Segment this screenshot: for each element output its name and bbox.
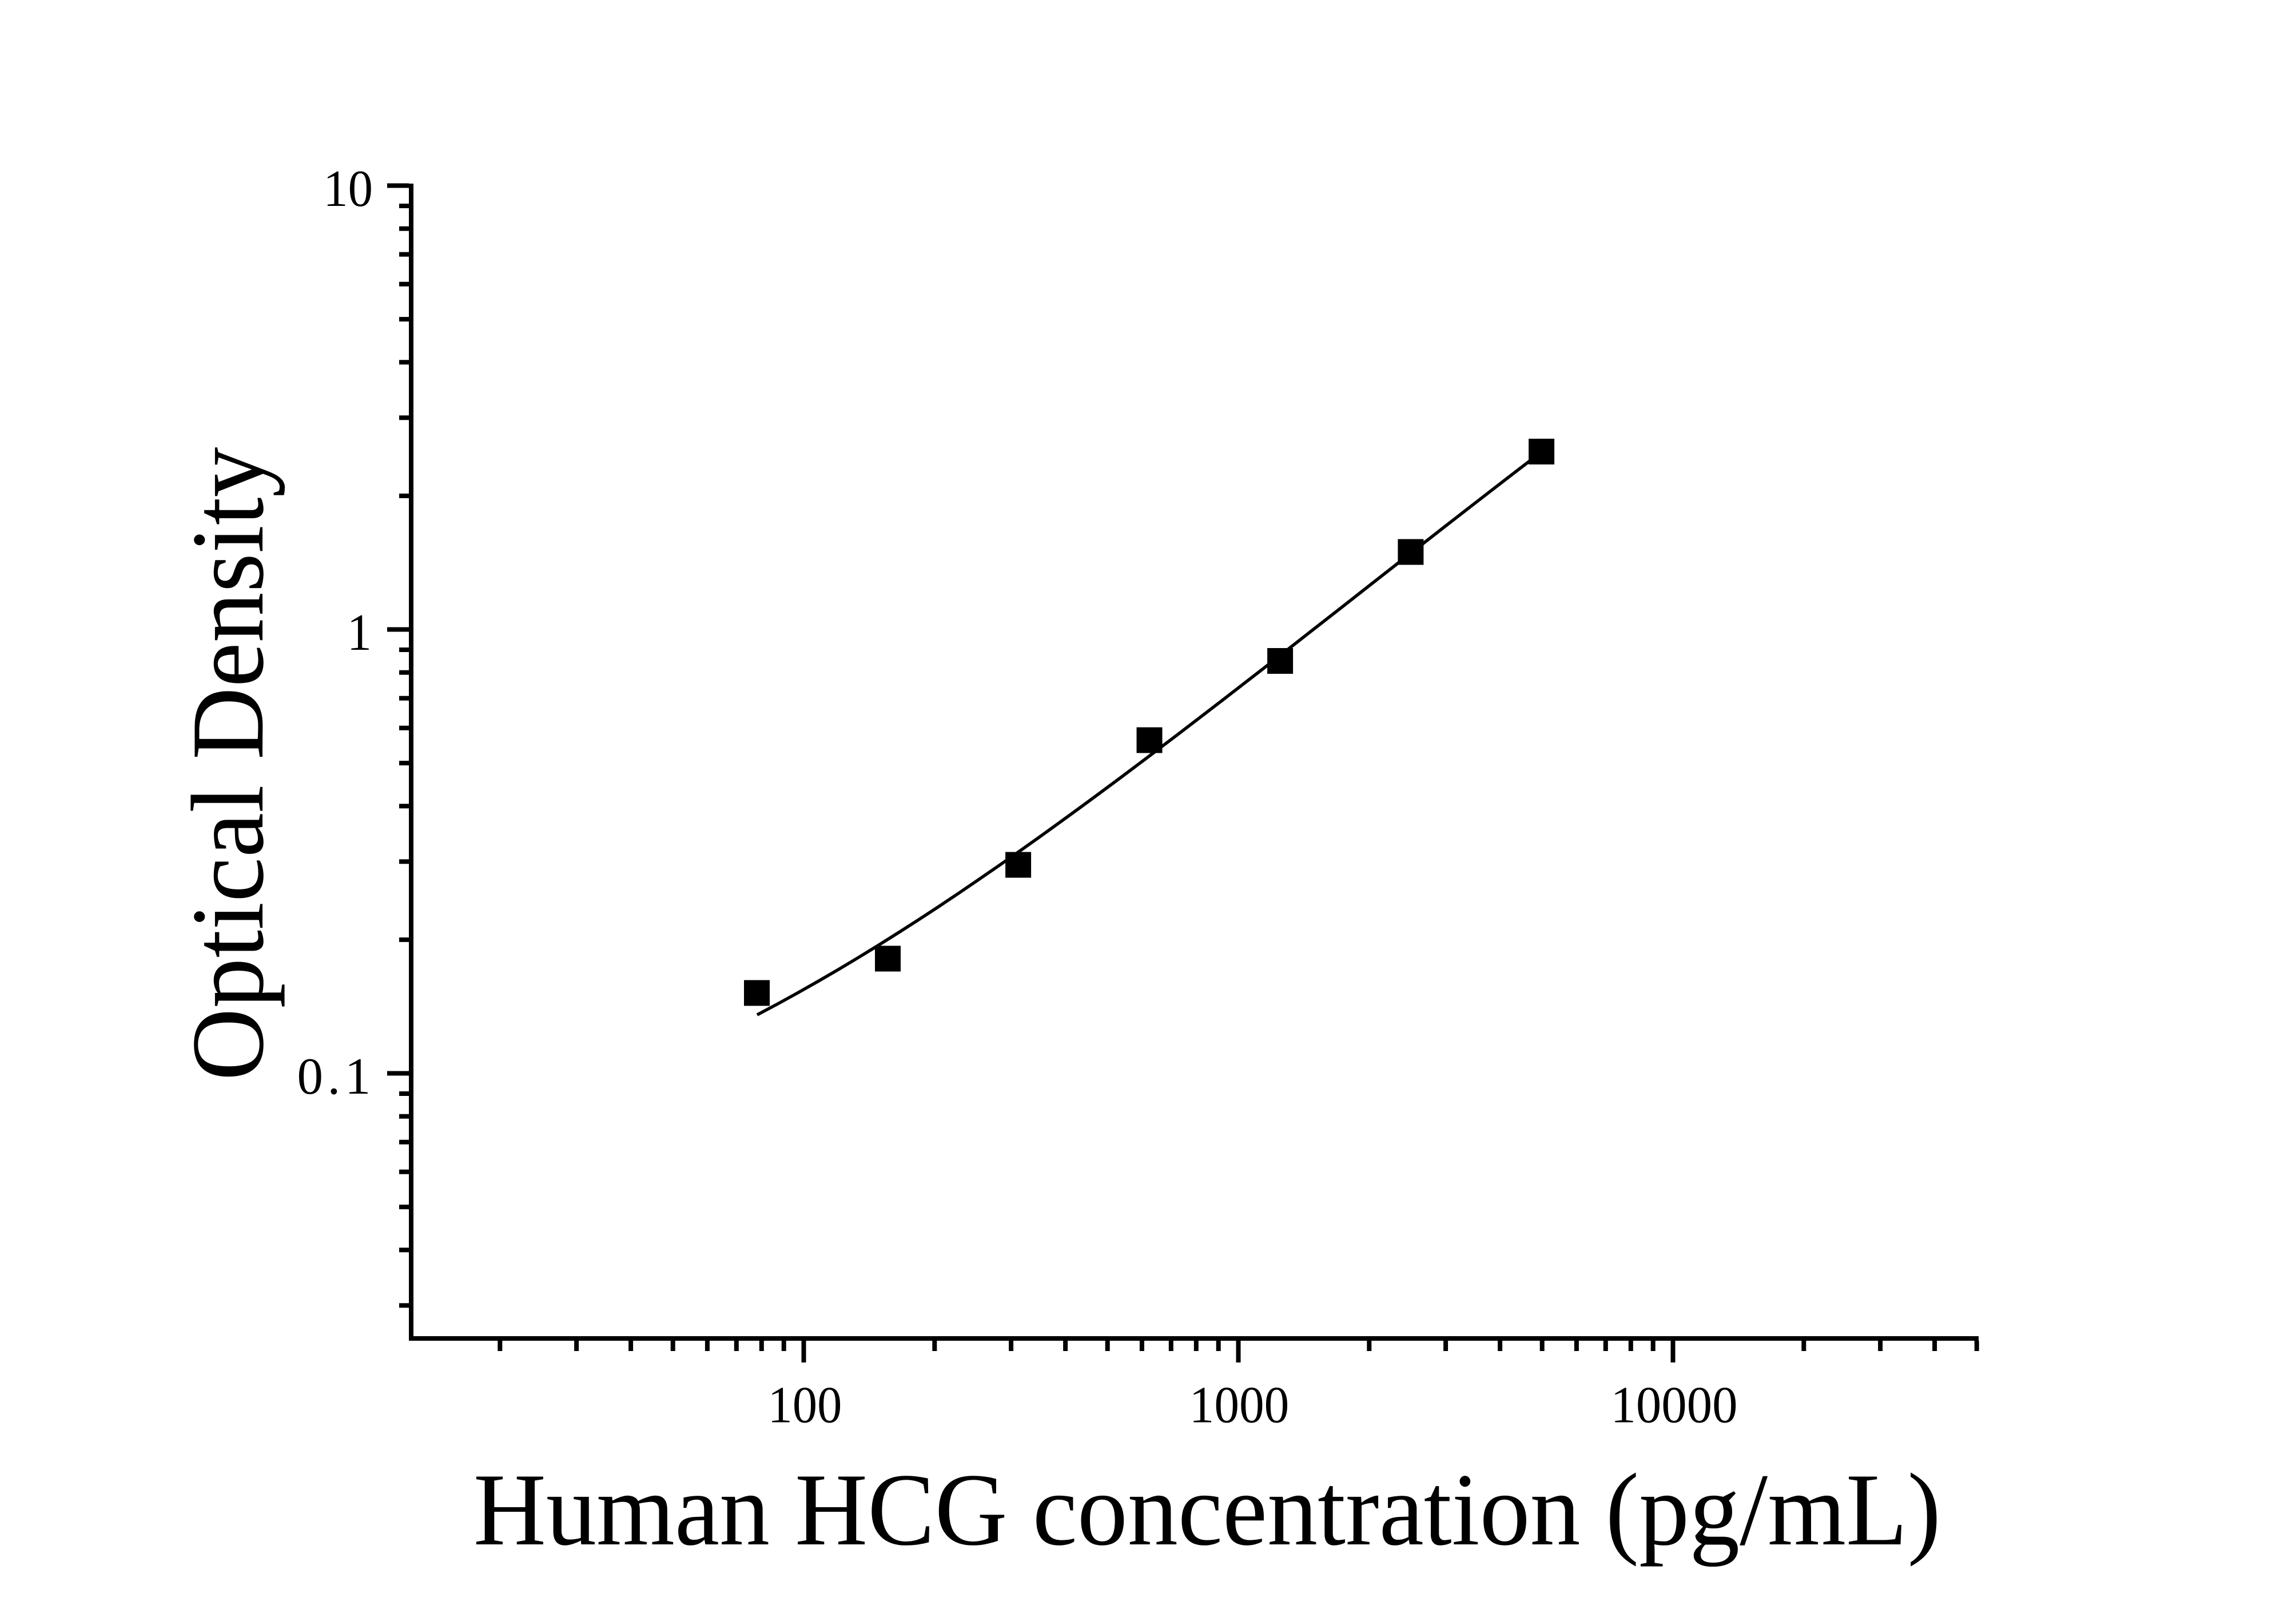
svg-text:100: 100 [768, 1377, 842, 1434]
svg-text:Optical Density: Optical Density [170, 447, 285, 1081]
svg-text:1000: 1000 [1189, 1377, 1290, 1434]
svg-text:10000: 10000 [1610, 1377, 1737, 1434]
svg-text:Human HCG concentration (pg/mL: Human HCG concentration (pg/mL) [473, 1452, 1941, 1567]
svg-text:10: 10 [323, 160, 373, 217]
svg-text:1: 1 [347, 604, 372, 661]
svg-text:0.1: 0.1 [297, 1047, 375, 1105]
